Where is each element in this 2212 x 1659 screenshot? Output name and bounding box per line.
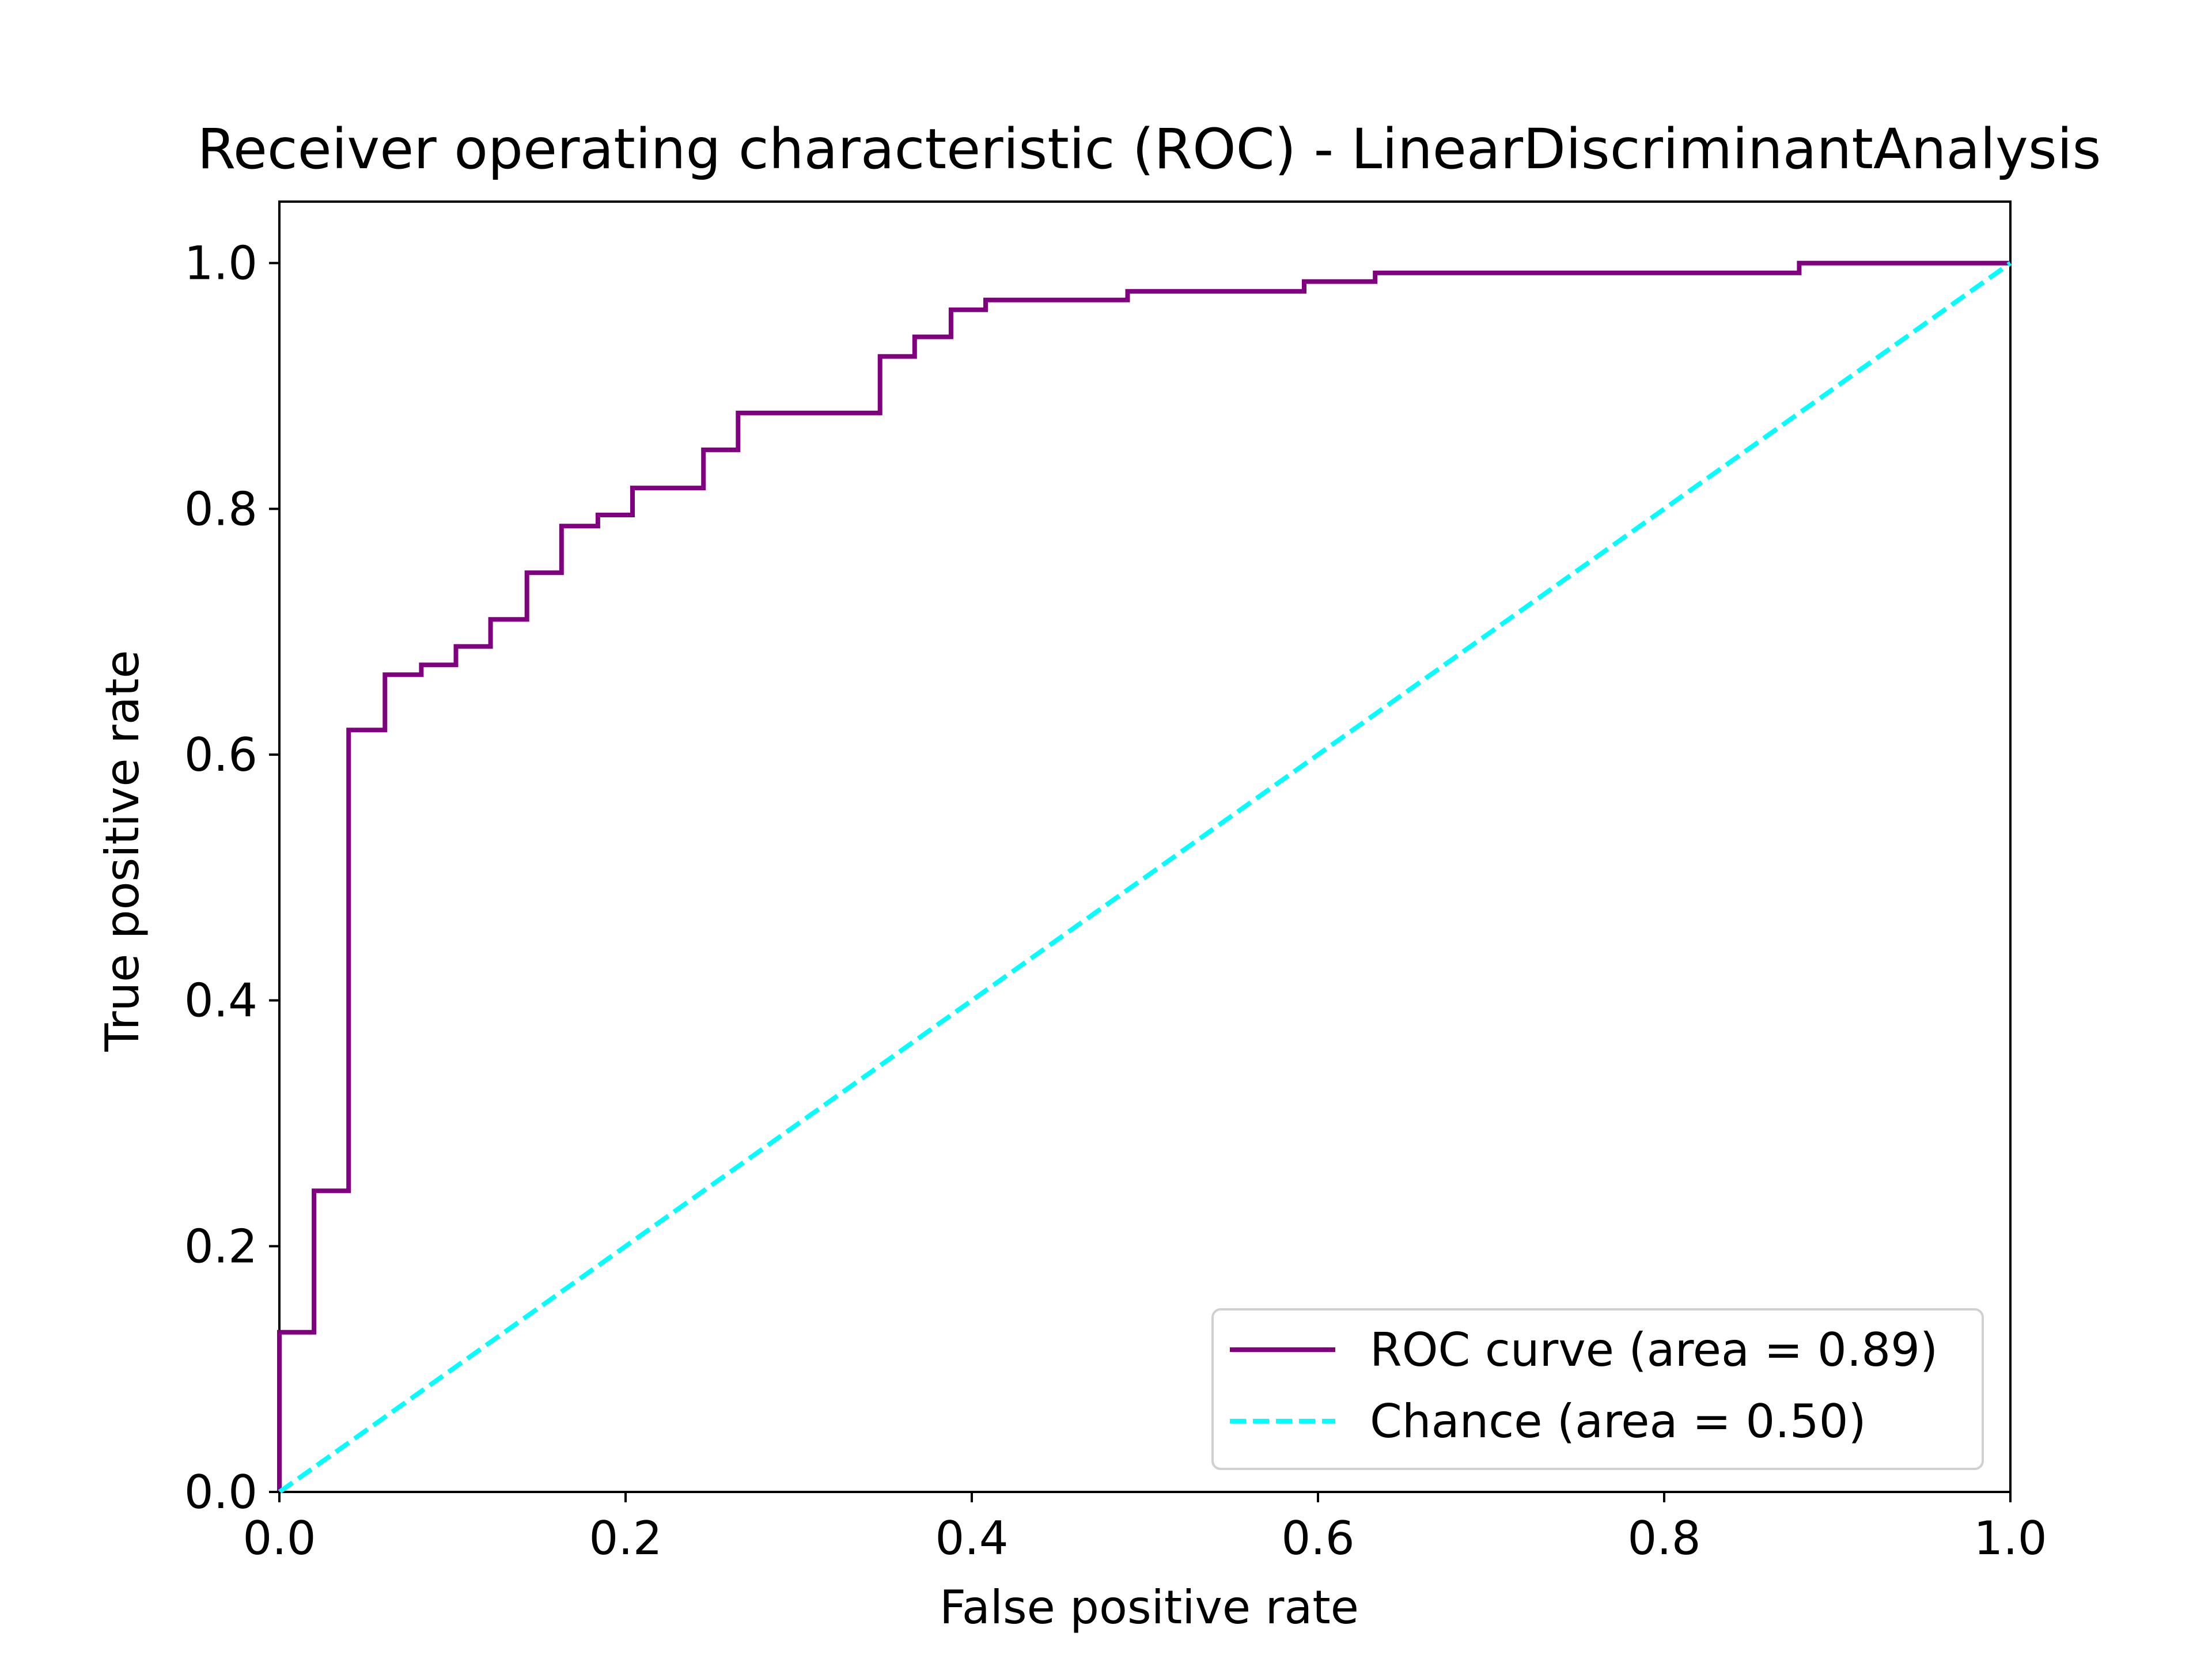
y-tick-label: 0.8: [184, 482, 257, 536]
roc-curve-line: [277, 260, 2010, 1492]
legend-box: [1211, 1308, 1984, 1470]
plot-frame: [278, 200, 2012, 1493]
y-axis-label: True positive rate: [96, 650, 149, 1052]
x-tick-label: 0.2: [589, 1512, 662, 1565]
x-tick-label: 0.0: [243, 1512, 316, 1565]
legend-label-chance: Chance (area = 0.50): [1370, 1395, 1866, 1448]
y-tick-label: 0.0: [184, 1465, 257, 1519]
x-axis-label: False positive rate: [940, 1581, 1359, 1634]
legend-label-roc: ROC curve (area = 0.89): [1370, 1323, 1938, 1377]
x-tick-label: 0.6: [1281, 1512, 1354, 1565]
y-tick-label: 0.4: [184, 974, 257, 1028]
y-axis-ticks: 0.0 0.2 0.4 0.6 0.8 1.0: [184, 237, 279, 1519]
x-tick-label: 1.0: [1974, 1512, 2047, 1565]
x-axis-ticks: 0.0 0.2 0.4 0.6 0.8 1.0: [243, 1492, 2047, 1565]
x-tick-label: 0.8: [1627, 1512, 1700, 1565]
y-tick-label: 1.0: [184, 237, 257, 290]
chance-line: [278, 261, 2012, 1494]
x-tick-label: 0.4: [935, 1512, 1008, 1565]
y-tick-label: 0.2: [184, 1219, 257, 1273]
y-tick-label: 0.6: [184, 728, 257, 782]
chart-title: Receiver operating characteristic (ROC) …: [197, 117, 2101, 181]
plot-area: 0.0 0.2 0.4 0.6 0.8 1.0 0.0 0.2 0.4 0.6 0.8 1.0: [184, 200, 2047, 1565]
series-layer: [277, 260, 2012, 1494]
legend: ROC curve (area = 0.89) Chance (area = 0…: [1211, 1308, 1984, 1470]
